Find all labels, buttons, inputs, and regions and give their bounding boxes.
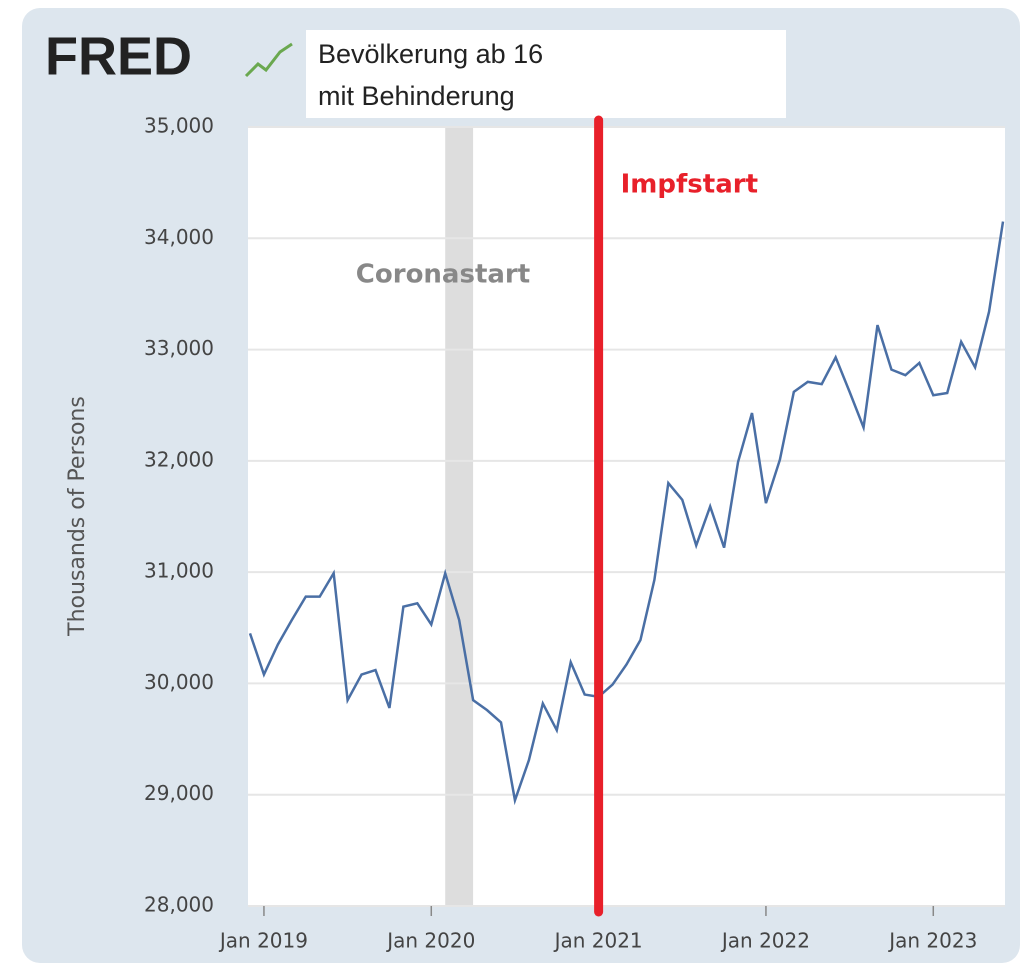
y-tick-label: 28,000 (144, 893, 214, 917)
title-box (306, 30, 786, 118)
line-series (248, 221, 1005, 806)
x-tick-label: Jan 2022 (720, 929, 810, 953)
title-line: mit Behinderung (318, 81, 515, 111)
plot-area (248, 127, 1005, 906)
y-axis-label: Thousands of Persons (65, 396, 90, 637)
annotation-label: Impfstart (621, 170, 758, 200)
x-tick-label: Jan 2019 (218, 929, 308, 953)
logo: FRED (45, 26, 192, 86)
y-tick-label: 33,000 (144, 336, 214, 360)
annotation-label: Coronastart (356, 260, 530, 290)
title-line: Bevölkerung ab 16 (318, 39, 543, 69)
y-tick-label: 31,000 (144, 559, 214, 583)
y-tick-label: 29,000 (144, 781, 214, 805)
y-tick-label: 34,000 (144, 225, 214, 249)
x-tick-label: Jan 2021 (553, 929, 643, 953)
logo-icon (244, 42, 293, 78)
y-tick-label: 32,000 (144, 447, 214, 471)
y-tick-label: 35,000 (144, 114, 214, 138)
annotation-band (445, 127, 474, 906)
x-tick-label: Jan 2020 (385, 929, 475, 953)
y-tick-label: 30,000 (144, 670, 214, 694)
x-tick-label: Jan 2023 (887, 929, 977, 953)
